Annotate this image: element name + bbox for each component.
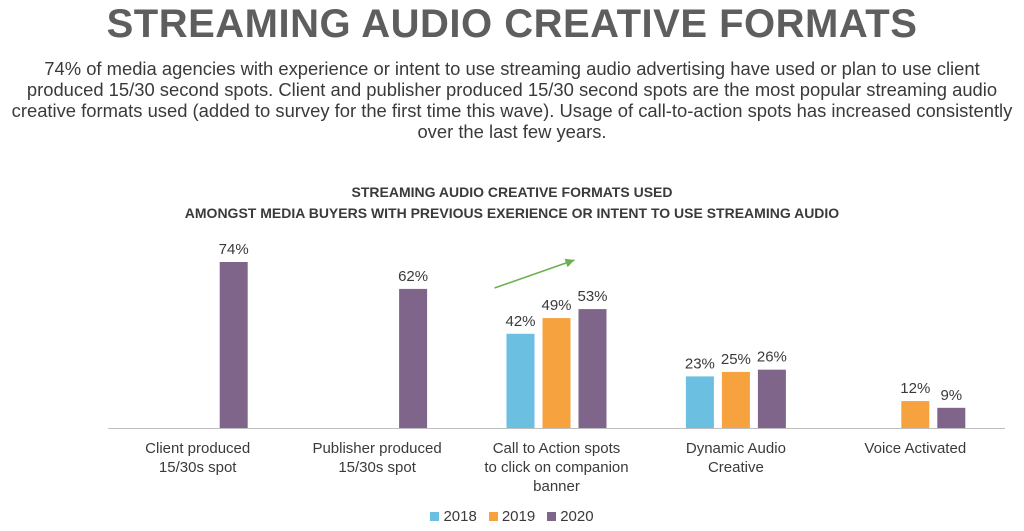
data-label-2019-2: 49% (541, 297, 571, 314)
legend-item-2020: 2020 (547, 508, 594, 525)
bar-2020-0 (219, 262, 248, 428)
bar-2018-2 (506, 333, 535, 428)
bar-2019-2 (542, 318, 571, 428)
bar-2020-1 (399, 288, 428, 428)
chart-title: STREAMING AUDIO CREATIVE FORMATS USED (351, 184, 673, 200)
bar-2020-2 (578, 309, 607, 428)
data-label-2020-3: 26% (757, 349, 787, 366)
legend-label: 2019 (501, 508, 536, 525)
data-label-2020-4: 9% (940, 387, 962, 404)
data-label-2020-1: 62% (398, 268, 428, 285)
intro-paragraph: 74% of media agencies with experience or… (11, 58, 1013, 142)
category-label-2: Call to Action spots to click on companio… (484, 440, 628, 495)
category-label-0: Client produced 15/30s spot (145, 440, 250, 476)
chart-subtitle: AMONGST MEDIA BUYERS WITH PREVIOUS EXERI… (184, 205, 840, 221)
bar-2020-4 (937, 407, 966, 428)
data-label-2020-0: 74% (219, 241, 249, 258)
data-label-2020-2: 53% (577, 288, 607, 305)
data-label-2019-4: 12% (900, 380, 930, 397)
legend-item-2019: 2019 (488, 508, 536, 525)
legend-swatch (488, 512, 498, 521)
legend-swatch (430, 512, 440, 521)
data-label-2018-3: 23% (685, 355, 715, 372)
category-label-3: Dynamic Audio Creative (686, 440, 786, 476)
data-label-2019-3: 25% (721, 351, 751, 368)
bar-2019-3 (721, 371, 750, 428)
category-label-1: Publisher produced 15/30s spot (312, 440, 441, 476)
page-title: STREAMING AUDIO CREATIVE FORMATS (106, 2, 918, 46)
bar-2019-4 (901, 401, 930, 428)
legend-swatch (547, 512, 557, 521)
bar-2018-3 (685, 376, 714, 428)
legend-label: 2018 (443, 508, 477, 525)
data-label-2018-2: 42% (505, 313, 535, 330)
legend-item-2018: 2018 (430, 508, 477, 525)
chart-legend: 2018 2019 2020 (0, 508, 1024, 525)
legend-label: 2020 (560, 508, 594, 525)
category-label-4: Voice Activated (864, 440, 966, 457)
trend-arrow (494, 258, 575, 289)
bar-2020-3 (757, 369, 786, 428)
